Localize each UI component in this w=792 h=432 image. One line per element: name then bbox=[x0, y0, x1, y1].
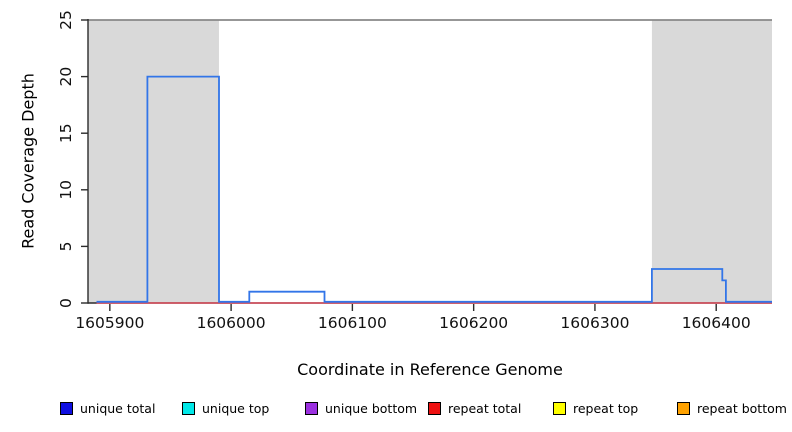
legend-label: repeat total bbox=[448, 400, 522, 416]
masked-region bbox=[88, 20, 219, 303]
x-tick-label: 1606400 bbox=[682, 314, 751, 332]
legend-item-repeat-top: repeat top bbox=[553, 399, 638, 417]
y-tick-label: 15 bbox=[57, 123, 75, 143]
legend-label: repeat top bbox=[573, 400, 639, 416]
legend: unique total unique top unique bottom repea… bbox=[0, 399, 792, 419]
x-tick-label: 1606300 bbox=[560, 314, 629, 332]
legend-swatch-icon bbox=[428, 401, 441, 415]
legend-swatch-icon bbox=[677, 401, 690, 415]
legend-swatch-icon bbox=[553, 401, 566, 415]
x-tick-label: 1606100 bbox=[318, 314, 387, 332]
legend-label: unique total bbox=[80, 400, 156, 416]
legend-swatch-icon bbox=[305, 401, 318, 415]
legend-item-unique-top: unique top bbox=[182, 399, 269, 417]
legend-label: repeat bottom bbox=[697, 400, 787, 416]
legend-label: unique top bbox=[202, 400, 270, 416]
x-axis-title: Coordinate in Reference Genome bbox=[297, 360, 563, 379]
legend-item-unique-bottom: unique bottom bbox=[305, 399, 417, 417]
x-tick-label: 1606000 bbox=[197, 314, 266, 332]
y-tick-label: 25 bbox=[57, 10, 75, 30]
y-tick-label: 20 bbox=[57, 67, 75, 87]
legend-item-unique-total: unique total bbox=[60, 399, 155, 417]
legend-item-repeat-total: repeat total bbox=[428, 399, 521, 417]
x-tick-label: 1605900 bbox=[75, 314, 144, 332]
y-axis-title: Read Coverage Depth bbox=[18, 73, 38, 249]
x-tick-label: 1606200 bbox=[439, 314, 508, 332]
legend-item-repeat-bottom: repeat bottom bbox=[677, 399, 787, 417]
masked-region bbox=[651, 20, 772, 303]
y-tick-label: 10 bbox=[57, 180, 75, 200]
legend-label: unique bottom bbox=[325, 400, 418, 416]
y-tick-label: 0 bbox=[57, 298, 75, 308]
legend-swatch-icon bbox=[60, 401, 73, 415]
y-tick-label: 5 bbox=[57, 241, 75, 251]
legend-swatch-icon bbox=[182, 401, 195, 415]
series-unique-total bbox=[96, 75, 772, 303]
